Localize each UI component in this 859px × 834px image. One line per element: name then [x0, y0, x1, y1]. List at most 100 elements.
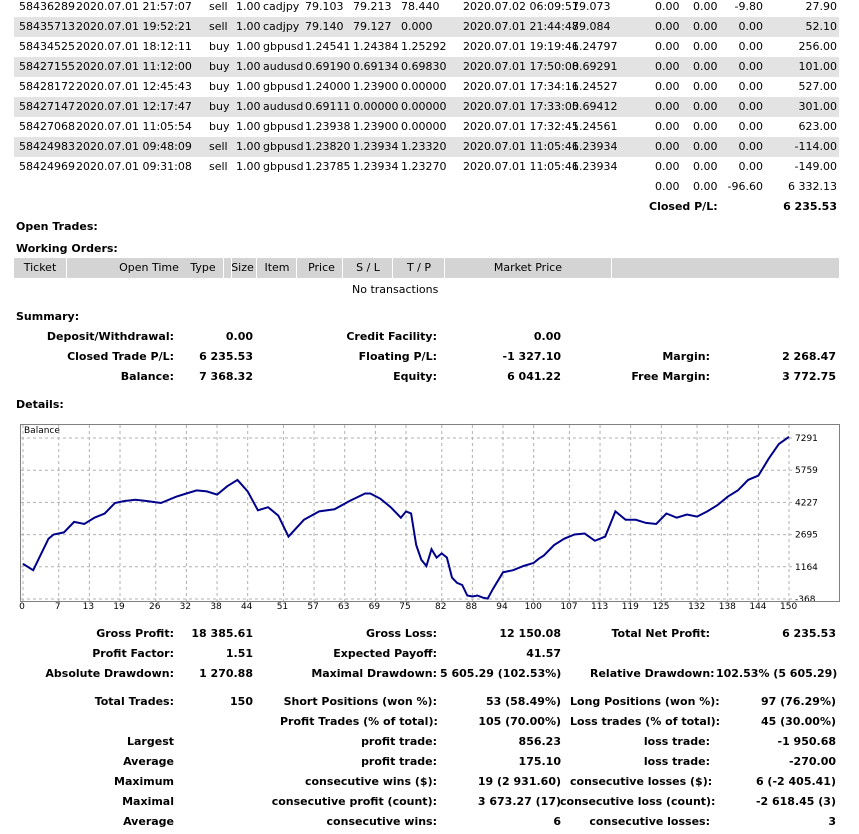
- cell-taxes: 0.00: [693, 40, 718, 53]
- cell-close-price: 1.24561: [572, 120, 618, 133]
- table-row: 58435713 2020.07.01 19:52:21 sell 1.00 cadjp…: [14, 17, 839, 37]
- maximal-drawdown-value: 5 605.29 (102.53%): [440, 667, 562, 680]
- cell-type: sell: [209, 160, 228, 173]
- deposit-value: 0.00: [225, 330, 253, 343]
- cell-taxes: 0.00: [693, 0, 718, 13]
- cell-commission: 0.00: [655, 80, 680, 93]
- summary-label: Summary:: [16, 310, 80, 323]
- balance-line: [22, 435, 790, 600]
- cell-profit: 301.00: [798, 100, 838, 113]
- cell-close-time: 2020.07.01 11:05:46: [463, 140, 579, 153]
- x-tick-label: 150: [780, 602, 798, 612]
- cell-swap: -9.80: [734, 0, 763, 13]
- avg-consecutive-losses-value: 3: [828, 815, 836, 828]
- cell-tp: 0.00000: [401, 120, 447, 133]
- table-row: 58424969 2020.07.01 09:31:08 sell 1.00 gbpus…: [14, 157, 839, 177]
- cell-swap: 0.00: [738, 20, 764, 33]
- cell-type: buy: [209, 80, 230, 93]
- cell-close-price: 1.24797: [572, 40, 618, 53]
- cell-price: 1.23938: [305, 120, 351, 133]
- short-positions-value: 53 (58.49%): [485, 695, 561, 708]
- col-size: Size: [229, 258, 257, 278]
- consecutive-wins-value: 19 (2 931.60): [477, 775, 561, 788]
- cell-close-time: 2020.07.01 21:44:48: [463, 20, 579, 33]
- profit-factor-label: Profit Factor:: [92, 647, 174, 660]
- x-tick-label: 132: [688, 602, 706, 612]
- cell-sl: 1.23934: [353, 160, 399, 173]
- cell-price: 0.69190: [305, 60, 351, 73]
- cell-size: 1.00: [236, 100, 261, 113]
- cell-commission: 0.00: [655, 0, 680, 13]
- cell-close-time: 2020.07.01 17:50:08: [463, 60, 579, 73]
- avg-consecutive-wins-label: consecutive wins:: [326, 815, 437, 828]
- details-label: Details:: [16, 398, 64, 411]
- cell-item: gbpusd: [263, 40, 304, 53]
- cell-ticket: 58427147: [19, 100, 75, 113]
- total-taxes: 0.00: [693, 180, 718, 193]
- table-row: 58424983 2020.07.01 09:48:09 sell 1.00 gbpus…: [14, 137, 839, 157]
- cell-taxes: 0.00: [693, 120, 718, 133]
- cell-type: buy: [209, 60, 230, 73]
- y-tick-label: 5759: [795, 466, 818, 476]
- y-tick-label: -368: [795, 595, 816, 601]
- cell-item: gbpusd: [263, 160, 304, 173]
- largest-profit-value: 856.23: [518, 735, 561, 748]
- y-tick-label: 1164: [795, 563, 818, 573]
- cell-taxes: 0.00: [693, 20, 718, 33]
- long-positions-label: Long Positions (won %):: [570, 695, 720, 708]
- gross-profit-label: Gross Profit:: [96, 627, 174, 640]
- average2-label: Average: [123, 815, 174, 828]
- cell-close-time: 2020.07.01 19:19:46: [463, 40, 579, 53]
- largest-loss-label: loss trade:: [643, 735, 710, 748]
- loss-trades-label: Loss trades (% of total):: [570, 715, 721, 728]
- largest-profit-label: profit trade:: [361, 735, 437, 748]
- cell-taxes: 0.00: [693, 60, 718, 73]
- cell-sl: 79.213: [353, 0, 392, 13]
- cell-swap: 0.00: [738, 80, 764, 93]
- col-type: Type: [183, 258, 224, 278]
- cell-size: 1.00: [236, 0, 261, 13]
- cell-open-time: 2020.07.01 18:12:11: [76, 40, 192, 53]
- total-swap: -96.60: [727, 180, 763, 193]
- closed-pl-label: Closed P/L:: [649, 200, 718, 213]
- x-tick-label: 88: [465, 602, 478, 612]
- margin-value: 2 268.47: [782, 350, 836, 363]
- relative-drawdown-value: 102.53% (5 605.29): [716, 667, 838, 680]
- col-tp: T / P: [394, 258, 445, 278]
- gross-loss-value: 12 150.08: [499, 627, 561, 640]
- x-tick-label: 7: [54, 602, 61, 612]
- cell-close-time: 2020.07.01 11:05:46: [463, 160, 579, 173]
- cell-price: 1.24541: [305, 40, 351, 53]
- consecutive-loss-value: -2 618.45 (3): [755, 795, 836, 808]
- cell-open-time: 2020.07.01 11:12:00: [76, 60, 192, 73]
- x-tick-label: 138: [718, 602, 736, 612]
- cell-open-time: 2020.07.01 09:31:08: [76, 160, 192, 173]
- cell-item: gbpusd: [263, 140, 304, 153]
- cell-open-time: 2020.07.01 11:05:54: [76, 120, 192, 133]
- closed-pl-value: 6 235.53: [783, 200, 837, 213]
- balance-label: Balance:: [120, 370, 174, 383]
- cell-close-price: 79.073: [572, 0, 611, 13]
- x-tick-label: 57: [307, 602, 319, 612]
- avg-consecutive-wins-value: 6: [553, 815, 561, 828]
- cell-close-price: 1.23934: [572, 160, 618, 173]
- equity-label: Equity:: [393, 370, 437, 383]
- table-row: 58427068 2020.07.01 11:05:54 buy 1.00 gbpusd…: [14, 117, 839, 137]
- cell-open-time: 2020.07.01 12:17:47: [76, 100, 192, 113]
- cell-size: 1.00: [236, 120, 261, 133]
- average-loss-label: loss trade:: [643, 755, 710, 768]
- cell-type: sell: [209, 20, 228, 33]
- credit-value: 0.00: [533, 330, 561, 343]
- cell-sl: 1.23900: [353, 80, 399, 93]
- maximal-label: Maximal: [122, 795, 174, 808]
- cell-commission: 0.00: [655, 120, 680, 133]
- cell-commission: 0.00: [655, 40, 680, 53]
- long-positions-value: 97 (76.29%): [760, 695, 836, 708]
- x-tick-label: 107: [560, 602, 578, 612]
- cell-swap: 0.00: [738, 120, 764, 133]
- cell-profit: 52.10: [805, 20, 838, 33]
- cell-tp: 0.69830: [401, 60, 447, 73]
- consecutive-profit-label: consecutive profit (count):: [271, 795, 437, 808]
- cell-price: 1.24000: [305, 80, 351, 93]
- cell-size: 1.00: [236, 20, 261, 33]
